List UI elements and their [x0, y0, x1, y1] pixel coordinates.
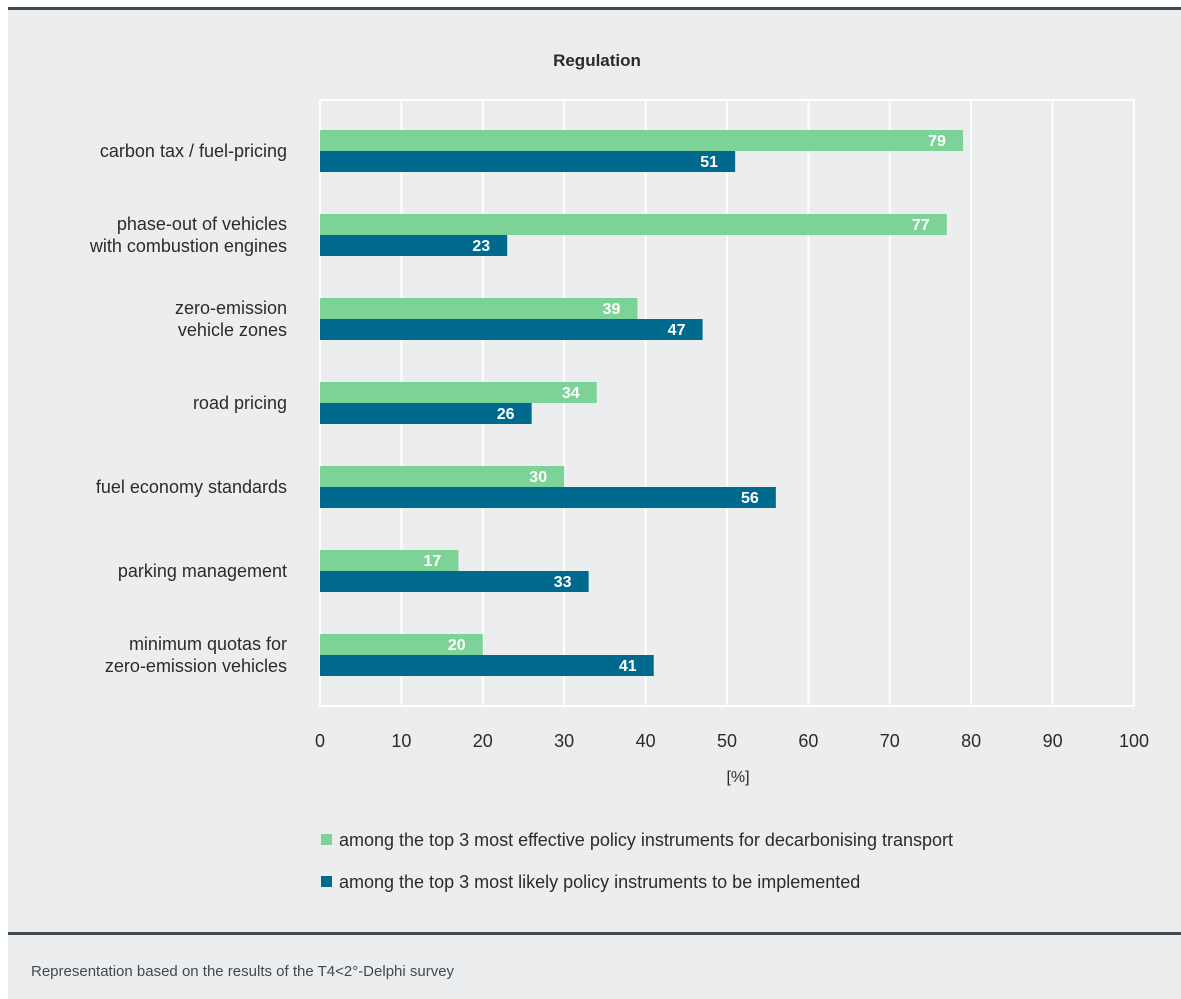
bar: [320, 214, 947, 235]
data-label: 23: [472, 238, 490, 255]
bar: [320, 235, 508, 256]
x-tick-label: 20: [473, 731, 493, 751]
category-label: road pricing: [193, 393, 287, 413]
data-label: 79: [928, 133, 946, 150]
bar: [320, 655, 654, 676]
category-label: phase-out of vehicles with combustion eng…: [89, 214, 287, 256]
data-label: 77: [912, 217, 930, 234]
bar: [320, 403, 532, 424]
top-rule: [8, 7, 1181, 10]
data-label: 33: [554, 574, 572, 591]
bar: [320, 634, 483, 655]
bar: [320, 550, 459, 571]
data-label: 30: [529, 469, 547, 486]
legend-label: among the top 3 most likely policy instr…: [339, 872, 860, 892]
chart-title: Regulation: [553, 51, 641, 70]
bottom-rule: [8, 932, 1181, 935]
bar: [320, 466, 565, 487]
data-label: 56: [741, 490, 759, 507]
category-labels: carbon tax / fuel-pricing phase-out of ve…: [89, 141, 287, 676]
x-axis-label: [%]: [726, 769, 749, 786]
x-tick-label: 10: [391, 731, 411, 751]
bar: [320, 298, 638, 319]
x-tick-label: 70: [880, 731, 900, 751]
bar: [320, 151, 736, 172]
data-label: 26: [497, 406, 515, 423]
data-label: 47: [668, 322, 686, 339]
data-label: 39: [603, 301, 621, 318]
x-tick-label: 30: [554, 731, 574, 751]
footnote-text: Representation based on the results of t…: [31, 963, 455, 980]
bar: [320, 130, 964, 151]
data-label: 41: [619, 658, 637, 675]
bar: [320, 571, 589, 592]
x-tick-label: 40: [636, 731, 656, 751]
data-label: 20: [448, 637, 466, 654]
bar: [320, 382, 597, 403]
legend-swatch: [321, 834, 332, 845]
category-label: zero-emission vehicle zones: [175, 298, 287, 340]
x-tick-label: 80: [961, 731, 981, 751]
category-label: fuel economy standards: [96, 477, 287, 497]
x-tick-label: 50: [717, 731, 737, 751]
legend-swatch: [321, 876, 332, 887]
x-tick-label: 60: [798, 731, 818, 751]
bar: [320, 487, 776, 508]
x-tick-labels: 0 10 20 30 40 50 60 70 80 90 100: [315, 731, 1149, 751]
footnote: Representation based on the results of t…: [8, 935, 1181, 999]
category-label: parking management: [118, 561, 287, 581]
category-label: minimum quotas for zero-emission vehicles: [105, 634, 287, 676]
x-tick-label: 100: [1119, 731, 1149, 751]
bars: 79 51 77 23 39 47 34 26 30 56 17 33 20 41: [320, 130, 964, 676]
legend: among the top 3 most effective policy in…: [321, 830, 953, 892]
data-label: 51: [700, 154, 718, 171]
category-label: carbon tax / fuel-pricing: [100, 141, 287, 161]
x-tick-label: 90: [1043, 731, 1063, 751]
x-tick-label: 0: [315, 731, 325, 751]
legend-label: among the top 3 most effective policy in…: [339, 830, 953, 850]
data-label: 34: [562, 385, 580, 402]
data-label: 17: [423, 553, 441, 570]
bar: [320, 319, 703, 340]
